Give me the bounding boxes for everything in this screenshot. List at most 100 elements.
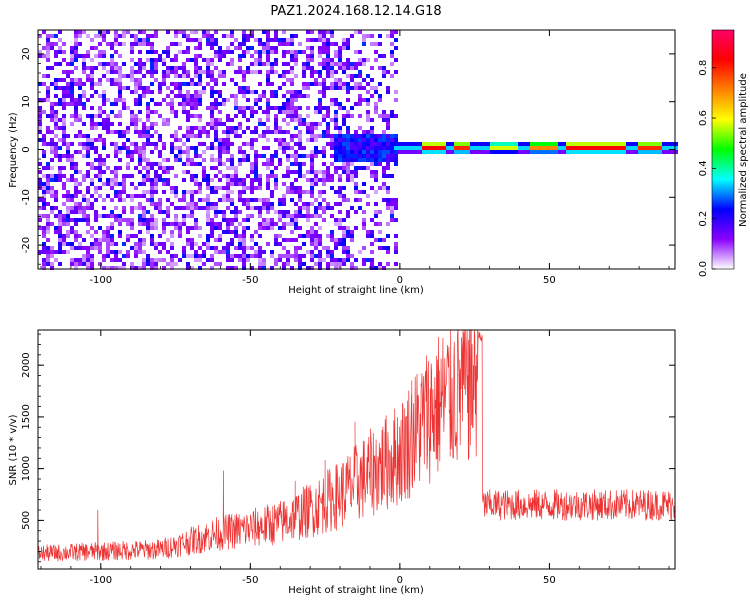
spectrogram-cell <box>98 94 102 98</box>
spectrogram-cell <box>134 114 138 118</box>
spectrogram-cell <box>142 146 146 150</box>
spectrogram-cell <box>222 214 226 218</box>
spectrogram-cell <box>346 98 350 102</box>
spectrogram-cell <box>270 170 274 174</box>
spectrogram-cell <box>394 98 398 102</box>
spectrogram-cell <box>74 54 78 58</box>
spectrogram-cell <box>102 50 106 54</box>
spectrogram-cell <box>238 58 242 62</box>
spectrogram-cell <box>306 230 310 234</box>
spectrogram-cell <box>138 94 142 98</box>
spectrogram-cell <box>374 214 378 218</box>
spectrogram-cell <box>90 94 94 98</box>
spectrogram-cell <box>62 174 66 178</box>
spectrogram-cells <box>38 30 678 270</box>
spectrogram-cell <box>314 222 318 226</box>
spectrogram-cell <box>74 66 78 70</box>
spectrogram-cell <box>250 114 254 118</box>
spectrogram-x-ticks: -100 -50 0 50 <box>40 30 670 286</box>
spectrogram-cell <box>194 90 198 94</box>
spectrogram-cell <box>258 210 262 214</box>
spectrogram-cell <box>286 130 290 134</box>
spectrogram-cell <box>642 142 646 146</box>
spectrogram-cell <box>358 166 362 170</box>
spectrogram-cell <box>358 198 362 202</box>
spectrogram-cell <box>214 138 218 142</box>
spectrogram-cell <box>78 182 82 186</box>
spectrogram-cell <box>206 82 210 86</box>
spectrogram-cell <box>130 158 134 162</box>
spectrogram-cell <box>282 226 286 230</box>
spectrogram-cell <box>302 262 306 266</box>
spectrogram-cell <box>310 66 314 70</box>
spectrogram-cell <box>138 150 142 154</box>
spectrogram-cell <box>390 210 394 214</box>
spectrogram-cell <box>142 130 146 134</box>
spectrogram-cell <box>110 222 114 226</box>
spectrogram-cell <box>370 162 374 166</box>
spectrogram-cell <box>290 146 294 150</box>
spectrogram-cell <box>306 54 310 58</box>
spectrogram-cell <box>190 94 194 98</box>
spectrogram-cell <box>330 174 334 178</box>
spectrogram-cell <box>442 142 446 146</box>
spectrogram-cell <box>114 194 118 198</box>
spectrogram-cell <box>386 150 390 154</box>
spectrogram-cell <box>74 150 78 154</box>
spectrogram-cell <box>274 150 278 154</box>
spectrogram-cell <box>58 250 62 254</box>
spectrogram-cell <box>86 34 90 38</box>
spectrogram-cell <box>242 230 246 234</box>
spectrogram-cell <box>290 118 294 122</box>
spectrogram-cell <box>566 146 570 150</box>
spectrogram-cell <box>322 210 326 214</box>
spectrogram-cell <box>286 122 290 126</box>
spectrogram-cell <box>186 170 190 174</box>
spectrogram-cell <box>326 178 330 182</box>
spectrogram-cell <box>322 154 326 158</box>
spectrogram-cell <box>166 170 170 174</box>
spectrogram-cell <box>118 250 122 254</box>
spectrogram-cell <box>170 230 174 234</box>
spectrogram-cell <box>54 258 58 262</box>
spectrogram-cell <box>338 258 342 262</box>
spectrogram-cell <box>62 50 66 54</box>
spectrogram-cell <box>290 98 294 102</box>
spectrogram-cell <box>102 142 106 146</box>
spectrogram-cell <box>346 254 350 258</box>
spectrogram-cell <box>298 94 302 98</box>
spectrogram-cell <box>234 266 238 270</box>
spectrogram-cell <box>182 62 186 66</box>
spectrogram-cell <box>150 46 154 50</box>
spectrogram-cell <box>154 66 158 70</box>
spectrogram-cell <box>206 106 210 110</box>
spectrogram-cell <box>146 114 150 118</box>
spectrogram-cell <box>382 166 386 170</box>
spectrogram-cell <box>106 178 110 182</box>
spectrogram-cell <box>210 142 214 146</box>
spectrogram-cell <box>174 30 178 34</box>
spectrogram-cell <box>318 38 322 42</box>
spectrogram-cell <box>202 150 206 154</box>
spectrogram-cell <box>210 202 214 206</box>
spectrogram-cell <box>558 150 562 154</box>
spectrogram-cell <box>150 90 154 94</box>
spectrogram-cell <box>42 134 46 138</box>
spectrogram-cell <box>326 262 330 266</box>
spectrogram-cell <box>62 90 66 94</box>
spectrogram-cell <box>198 70 202 74</box>
spectrogram-cell <box>334 86 338 90</box>
spectrogram-cell <box>86 66 90 70</box>
spectrogram-cell <box>182 142 186 146</box>
spectrogram-cell <box>262 262 266 266</box>
spectrogram-cell <box>46 202 50 206</box>
spectrogram-cell <box>250 146 254 150</box>
spectrogram-cell <box>250 190 254 194</box>
spectrogram-cell <box>294 58 298 62</box>
spectrogram-cell <box>626 150 630 154</box>
spectrogram-cell <box>306 58 310 62</box>
spectrogram-cell <box>150 134 154 138</box>
spectrogram-cell <box>298 226 302 230</box>
spectrogram-cell <box>298 254 302 258</box>
spectrogram-cell <box>282 138 286 142</box>
